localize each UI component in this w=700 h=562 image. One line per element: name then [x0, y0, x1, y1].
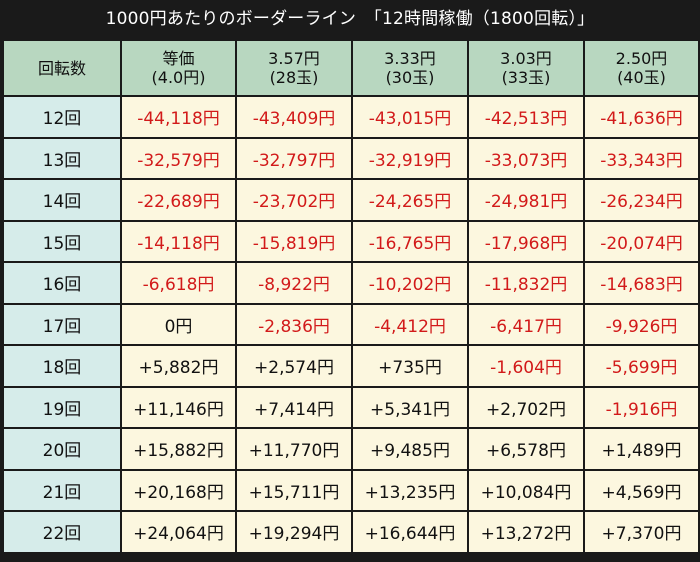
table-cell-value: +4,569円	[583, 468, 700, 512]
table-cell-value: -9,926円	[583, 302, 700, 346]
row-spin-count: 12回	[2, 95, 122, 139]
header-col-balls: (33玉)	[501, 68, 551, 87]
header-col-rate: 3.57円	[268, 49, 320, 68]
table-cell-value: -41,636円	[583, 95, 700, 139]
table-cell-value: -14,683円	[583, 261, 700, 305]
table-cell-value: +16,644円	[351, 510, 469, 554]
table-cell-value: +19,294円	[235, 510, 353, 554]
table-title: 1000円あたりのボーダーライン 「12時間稼働（1800回転）」	[105, 9, 595, 29]
table-row: 20回 +15,882円 +11,770円 +9,485円 +6,578円 +1,489円	[2, 427, 700, 471]
table-cell-value: -14,118円	[120, 219, 237, 263]
header-col-balls: (28玉)	[269, 68, 319, 87]
border-line-table: 回転数 等価 (4.0円) 3.57円 (28玉) 3.33円 (30玉) 3.…	[2, 39, 700, 554]
table-row: 16回 -6,618円 -8,922円 -10,202円 -11,832円 -14,683…	[2, 261, 700, 305]
header-col-rate: 3.33円	[384, 49, 436, 68]
table-row: 13回 -32,579円 -32,797円 -32,919円 -33,073円 -33,3…	[2, 136, 700, 180]
header-col-rate: 2.50円	[615, 49, 668, 68]
table-cell-value: -10,202円	[351, 261, 469, 305]
table-cell-value: -44,118円	[120, 95, 237, 139]
table-cell-value: -6,417円	[467, 302, 585, 346]
row-spin-count: 20回	[2, 427, 122, 471]
header-spin-count: 回転数	[2, 39, 122, 97]
table-row: 19回 +11,146円 +7,414円 +5,341円 +2,702円 -1,916円	[2, 385, 700, 429]
table-cell-value: -24,265円	[351, 178, 469, 222]
row-spin-count: 14回	[2, 178, 122, 222]
table-cell-value: +13,235円	[351, 468, 469, 512]
row-spin-count: 18回	[2, 344, 122, 388]
table-cell-value: -24,981円	[467, 178, 585, 222]
header-col-rate: 等価	[162, 49, 195, 68]
header-col-balls: (4.0円)	[151, 68, 206, 87]
table-cell-value: -33,343円	[583, 136, 700, 180]
table-cell-value: -8,922円	[235, 261, 353, 305]
header-col-333: 3.33円 (30玉)	[351, 39, 469, 97]
table-cell-value: -6,618円	[120, 261, 237, 305]
table-cell-value: -43,015円	[351, 95, 469, 139]
table-cell-value: -32,579円	[120, 136, 237, 180]
table-cell-value: -20,074円	[583, 219, 700, 263]
table-cell-value: -1,604円	[467, 344, 585, 388]
table-cell-value: +13,272円	[467, 510, 585, 554]
table-cell-value: +15,711円	[235, 468, 353, 512]
row-spin-count: 17回	[2, 302, 122, 346]
table-cell-value: 0円	[120, 302, 237, 346]
header-col-equal: 等価 (4.0円)	[120, 39, 237, 97]
table-cell-value: -5,699円	[583, 344, 700, 388]
table-cell-value: -1,916円	[583, 385, 700, 429]
table-row: 22回 +24,064円 +19,294円 +16,644円 +13,272円 +7,37…	[2, 510, 700, 554]
row-spin-count: 22回	[2, 510, 122, 554]
table-cell-value: +7,370円	[583, 510, 700, 554]
header-col-303: 3.03円 (33玉)	[467, 39, 585, 97]
table-cell-value: +7,414円	[235, 385, 353, 429]
table-row: 15回 -14,118円 -15,819円 -16,765円 -17,968円 -20,0…	[2, 219, 700, 263]
header-col-balls: (40玉)	[617, 68, 666, 87]
table-cell-value: -4,412円	[351, 302, 469, 346]
row-spin-count: 16回	[2, 261, 122, 305]
table-cell-value: -42,513円	[467, 95, 585, 139]
row-spin-count: 21回	[2, 468, 122, 512]
header-col-357: 3.57円 (28玉)	[235, 39, 353, 97]
table-cell-value: +11,770円	[235, 427, 353, 471]
table-cell-value: +5,341円	[351, 385, 469, 429]
table-row: 14回 -22,689円 -23,702円 -24,265円 -24,981円 -26,2…	[2, 178, 700, 222]
table-cell-value: -43,409円	[235, 95, 353, 139]
table-cell-value: +2,574円	[235, 344, 353, 388]
table-cell-value: +1,489円	[583, 427, 700, 471]
table-cell-value: +11,146円	[120, 385, 237, 429]
header-col-250: 2.50円 (40玉)	[583, 39, 700, 97]
table-cell-value: -11,832円	[467, 261, 585, 305]
row-spin-count: 19回	[2, 385, 122, 429]
header-col-rate: 3.03円	[500, 49, 552, 68]
table-cell-value: +735円	[351, 344, 469, 388]
table-row: 17回 0円 -2,836円 -4,412円 -6,417円 -9,926円	[2, 302, 700, 346]
table-cell-value: +2,702円	[467, 385, 585, 429]
table-cell-value: -23,702円	[235, 178, 353, 222]
table-cell-value: +6,578円	[467, 427, 585, 471]
table-cell-value: -33,073円	[467, 136, 585, 180]
table-cell-value: -16,765円	[351, 219, 469, 263]
table-cell-value: -32,797円	[235, 136, 353, 180]
header-row: 回転数 等価 (4.0円) 3.57円 (28玉) 3.33円 (30玉) 3.…	[2, 39, 700, 97]
header-col-balls: (30玉)	[385, 68, 435, 87]
table-cell-value: +10,084円	[467, 468, 585, 512]
table-row: 21回 +20,168円 +15,711円 +13,235円 +10,084円 +4,56…	[2, 468, 700, 512]
table-cell-value: +20,168円	[120, 468, 237, 512]
table-cell-value: -2,836円	[235, 302, 353, 346]
table-row: 12回 -44,118円 -43,409円 -43,015円 -42,513円 -41,6…	[2, 95, 700, 139]
table-cell-value: -22,689円	[120, 178, 237, 222]
table-cell-value: +9,485円	[351, 427, 469, 471]
table-cell-value: -26,234円	[583, 178, 700, 222]
table-cell-value: +24,064円	[120, 510, 237, 554]
table-cell-value: +5,882円	[120, 344, 237, 388]
row-spin-count: 15回	[2, 219, 122, 263]
table-cell-value: -15,819円	[235, 219, 353, 263]
table-row: 18回 +5,882円 +2,574円 +735円 -1,604円 -5,699円	[2, 344, 700, 388]
row-spin-count: 13回	[2, 136, 122, 180]
table-cell-value: +15,882円	[120, 427, 237, 471]
table-cell-value: -17,968円	[467, 219, 585, 263]
table-cell-value: -32,919円	[351, 136, 469, 180]
